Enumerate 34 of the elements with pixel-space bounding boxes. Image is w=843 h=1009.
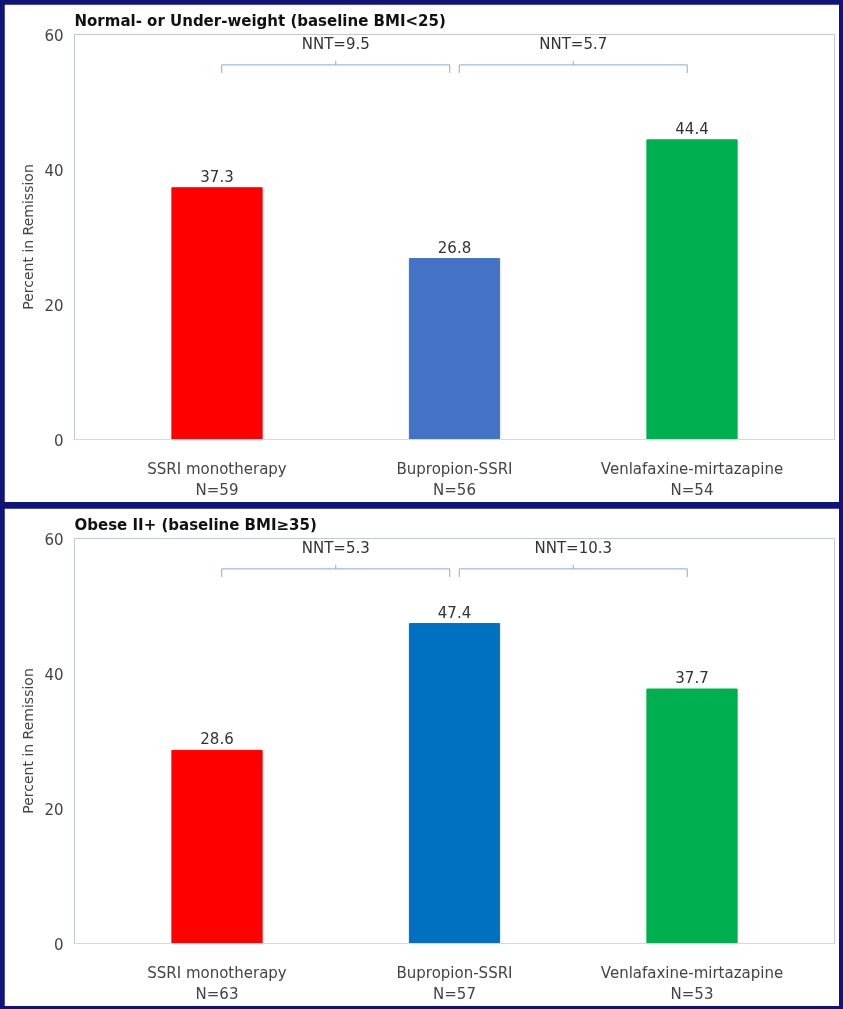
bar [171,187,263,440]
x-tick-label: Bupropion-SSRI N=56 [396,459,513,500]
data-label: 44.4 [675,119,709,138]
data-label: 26.8 [437,238,472,257]
y-tick-label: 40 [44,161,64,180]
x-tick-label: SSRI monotherapy N=63 [147,963,287,1004]
data-label: 47.4 [437,603,472,622]
chart-title: Normal- or Under-weight (baseline BMI<25) [74,11,446,30]
y-tick-label: 60 [44,530,64,549]
bar [408,258,501,440]
y-tick-label: 0 [53,431,64,450]
y-axis-title: Percent in Remission [20,164,37,310]
x-tick-label: SSRI monotherapy N=59 [147,459,287,500]
chart-title: Obese II+ (baseline BMI≥35) [74,515,317,534]
bar [646,139,738,440]
bar [646,688,738,944]
data-label: 37.7 [675,669,709,688]
data-label: 28.6 [200,730,234,749]
x-tick-label: Bupropion-SSRI N=57 [396,963,513,1004]
bar [408,623,501,944]
y-axis-title: Percent in Remission [20,668,37,814]
y-tick-label: 0 [53,935,64,954]
annotation: NNT=5.7 [539,34,608,53]
annotation: NNT=10.3 [534,538,613,557]
x-tick-label: Venlafaxine-mirtazapine N=54 [600,459,784,500]
y-tick-label: 20 [44,296,64,315]
y-tick-label: 60 [44,26,64,45]
x-tick-label: Venlafaxine-mirtazapine N=53 [600,963,784,1004]
data-label: 37.3 [200,167,234,186]
y-tick-label: 20 [44,800,64,819]
y-tick-label: 40 [44,665,64,684]
annotation: NNT=9.5 [301,34,370,53]
annotation: NNT=5.3 [301,538,370,557]
bar [171,749,263,944]
